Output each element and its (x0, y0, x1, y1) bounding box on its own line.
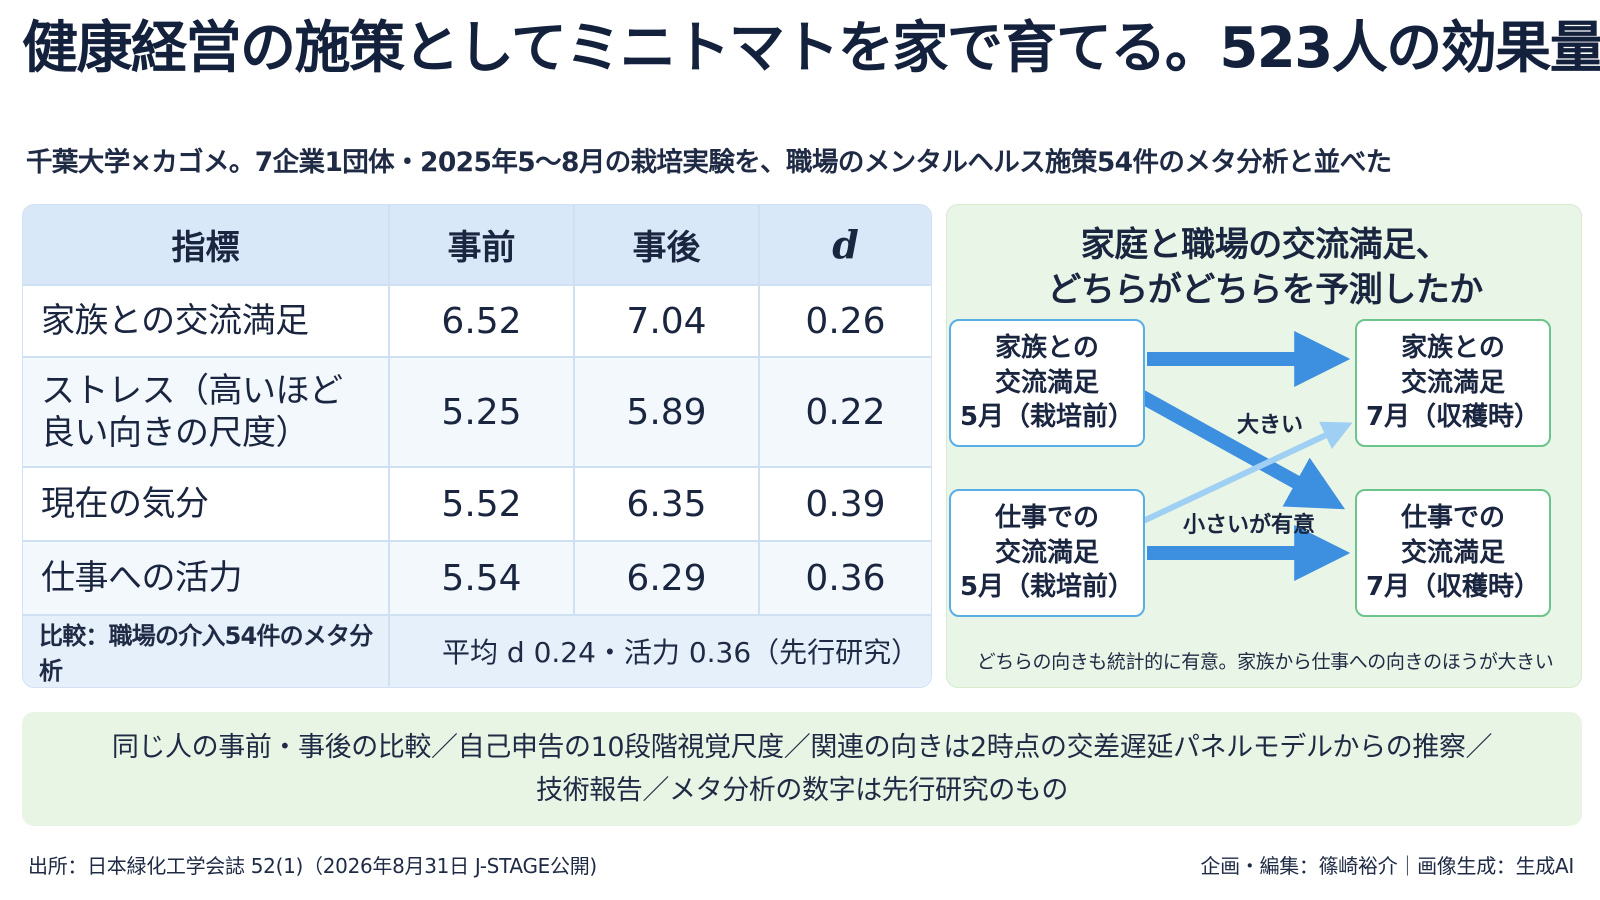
post-cell: 6.35 (574, 467, 760, 542)
node-text: 家族との (1401, 333, 1505, 364)
table-row: 家族との交流満足 6.52 7.04 0.26 (23, 285, 931, 358)
d-cell: 0.39 (759, 467, 931, 542)
arrow-label-large: 大きい (1237, 413, 1304, 438)
node-text: 5月（栽培前） (959, 402, 1135, 433)
node-text: 5月（栽培前） (959, 572, 1135, 603)
node-text: 7月（収穫時） (1365, 572, 1541, 603)
node-text: 交流満足 (994, 537, 1099, 568)
diagram-title-line: どちらがどちらを予測したか (1047, 269, 1483, 310)
arrow-label-small: 小さいが有意 (1183, 513, 1316, 538)
node-text: 仕事での (1400, 503, 1505, 534)
pre-cell: 5.54 (389, 541, 575, 616)
node-work-jul: 仕事での 交流満足 7月（収穫時） (1355, 489, 1551, 617)
header-metric: 指標 (23, 205, 390, 286)
d-cell: 0.22 (759, 357, 931, 468)
page-title: 健康経営の施策としてミニトマトを家で育てる。523人の効果量 (22, 16, 1600, 81)
diagram-title: 家庭と職場の交流満足、 どちらがどちらを予測したか (947, 223, 1583, 313)
source-credit: 出所：日本緑化工学会誌 52(1)（2026年8月31日 J-STAGE公開) (28, 854, 597, 878)
arrow-work-to-family (1137, 421, 1353, 526)
d-cell: 0.36 (759, 541, 931, 616)
arrow-family-to-work (1135, 388, 1346, 510)
node-text: 交流満足 (1400, 537, 1505, 568)
node-family-may: 家族との 交流満足 5月（栽培前） (949, 319, 1145, 447)
node-family-jul: 家族との 交流満足 7月（収穫時） (1355, 319, 1551, 447)
results-table-panel: 指標 事前 事後 d 家族との交流満足 6.52 7.04 0.26 ストレス（… (22, 204, 932, 688)
node-text: 交流満足 (1400, 367, 1505, 398)
metric-line: ストレス（高いほど (41, 370, 343, 411)
diagram-note: どちらの向きも統計的に有意。家族から仕事への向きのほうが大きい (976, 651, 1554, 673)
table-row: 現在の気分 5.52 6.35 0.39 (23, 467, 931, 542)
post-cell: 5.89 (574, 357, 760, 468)
node-text: 交流満足 (994, 367, 1099, 398)
method-note-panel: 同じ人の事前・事後の比較／自己申告の10段階視覚尺度／関連の向きは2時点の交差遅… (22, 712, 1582, 826)
diagram-title-line: 家庭と職場の交流満足、 (1080, 225, 1450, 265)
node-text: 家族との (995, 333, 1099, 364)
metric-cell: ストレス（高いほど 良い向きの尺度） (23, 357, 390, 468)
comparison-value: 平均 d 0.24・活力 0.36（先行研究） (389, 615, 931, 686)
table-row: 仕事への活力 5.54 6.29 0.36 (23, 541, 931, 616)
method-line: 技術報告／メタ分析の数字は先行研究のもの (536, 775, 1068, 806)
header-pre: 事前 (389, 205, 575, 286)
comparison-row: 比較：職場の介入54件のメタ分析 平均 d 0.24・活力 0.36（先行研究） (23, 615, 931, 686)
metric-line: 良い向きの尺度） (41, 413, 310, 453)
post-cell: 6.29 (574, 541, 760, 616)
results-table: 指標 事前 事後 d 家族との交流満足 6.52 7.04 0.26 ストレス（… (23, 205, 931, 686)
cross-lag-diagram-panel: 家庭と職場の交流満足、 どちらがどちらを予測したか 家族との 交流満足 5月（栽… (946, 204, 1582, 688)
header-post: 事後 (574, 205, 760, 286)
comparison-label: 比較：職場の介入54件のメタ分析 (23, 615, 390, 686)
d-cell: 0.26 (759, 285, 931, 358)
node-text: 7月（収穫時） (1365, 402, 1541, 433)
pre-cell: 6.52 (389, 285, 575, 358)
table-row: ストレス（高いほど 良い向きの尺度） 5.25 5.89 0.22 (23, 357, 931, 468)
pre-cell: 5.25 (389, 357, 575, 468)
diagram-arrows (1135, 331, 1353, 581)
metric-cell: 仕事への活力 (23, 541, 390, 616)
editor-credit: 企画・編集：篠崎裕介｜画像生成：生成AI (1200, 854, 1574, 878)
method-line: 同じ人の事前・事後の比較／自己申告の10段階視覚尺度／関連の向きは2時点の交差遅… (111, 731, 1493, 763)
post-cell: 7.04 (574, 285, 760, 358)
page-subtitle: 千葉大学×カゴメ。7企業1団体・2025年5〜8月の栽培実験を、職場のメンタルヘ… (26, 147, 1392, 178)
metric-cell: 現在の気分 (23, 467, 390, 542)
metric-cell: 家族との交流満足 (23, 285, 390, 358)
pre-cell: 5.52 (389, 467, 575, 542)
header-effect-size: d (759, 205, 931, 286)
node-text: 仕事での (994, 503, 1099, 534)
node-work-may: 仕事での 交流満足 5月（栽培前） (949, 489, 1145, 617)
